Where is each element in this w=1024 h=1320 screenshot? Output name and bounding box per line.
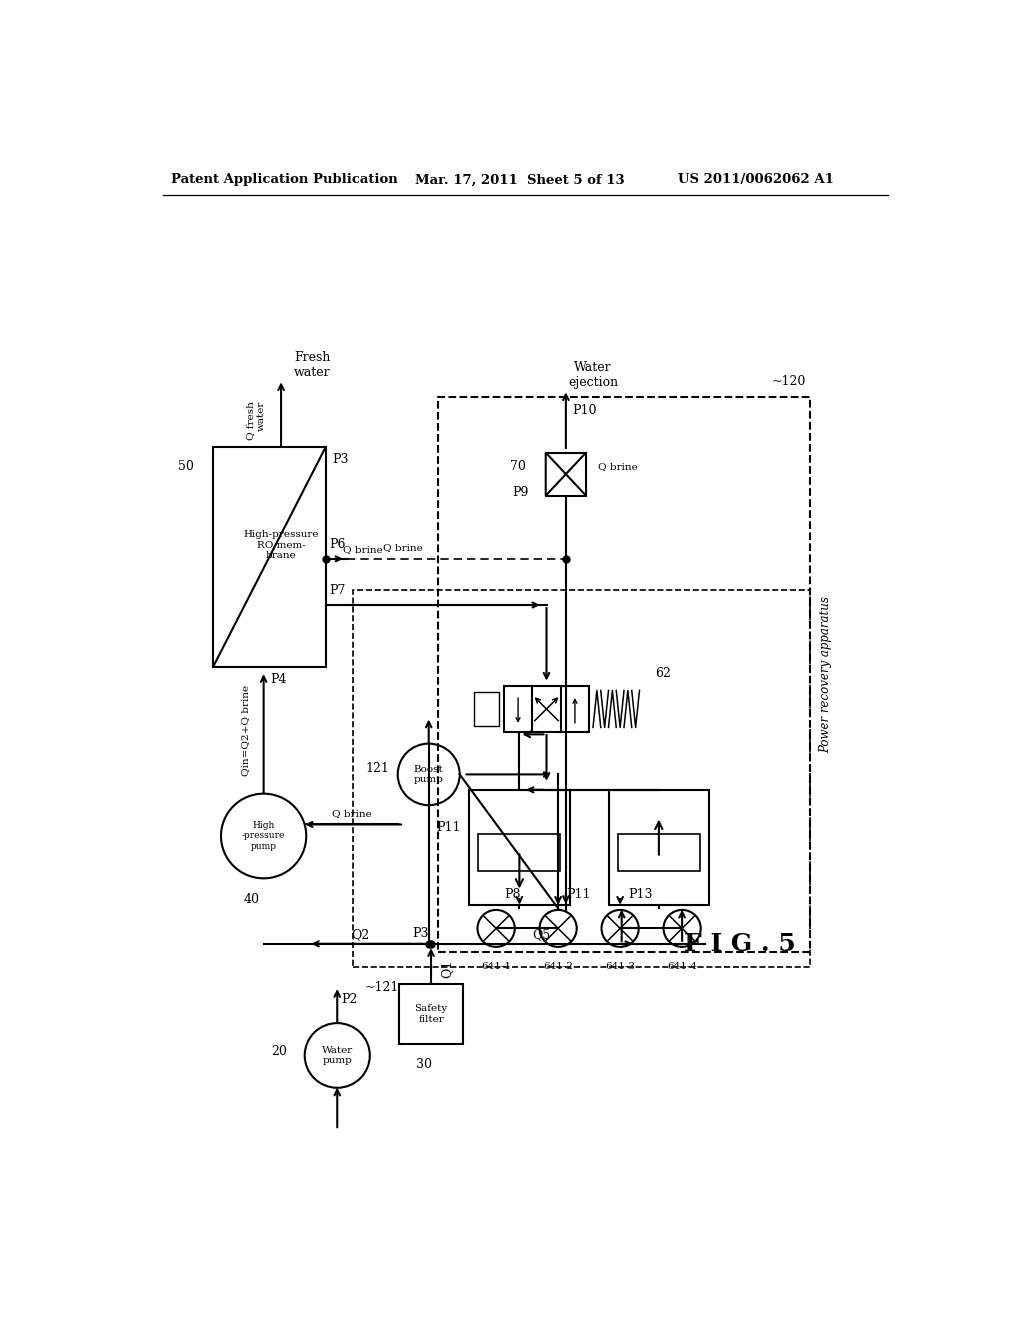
Text: Water
ejection: Water ejection (568, 362, 618, 389)
Text: 70: 70 (511, 459, 526, 473)
Bar (399, 983, 463, 1044)
Text: Q brine: Q brine (332, 809, 372, 818)
Text: P13: P13 (628, 887, 652, 900)
Text: US 2011/0062062 A1: US 2011/0062062 A1 (678, 173, 835, 186)
Text: Safety
filter: Safety filter (415, 1005, 447, 1023)
Text: ~121: ~121 (365, 981, 398, 994)
Text: P4: P4 (270, 673, 287, 686)
Text: P3: P3 (332, 453, 348, 466)
Bar (478, 834, 560, 871)
Bar (213, 447, 326, 667)
Bar (504, 686, 589, 733)
Text: F I G . 5: F I G . 5 (684, 932, 796, 956)
Text: 50: 50 (178, 459, 194, 473)
Text: 30: 30 (416, 1057, 431, 1071)
Text: Q brine: Q brine (343, 545, 383, 554)
Text: 641-3: 641-3 (605, 962, 635, 972)
Text: High-pressure
RO mem-
brane: High-pressure RO mem- brane (244, 531, 318, 560)
Text: Fresh
water: Fresh water (294, 351, 331, 379)
Text: Mar. 17, 2011  Sheet 5 of 13: Mar. 17, 2011 Sheet 5 of 13 (415, 173, 625, 186)
Text: P11: P11 (436, 821, 461, 834)
Text: 40: 40 (244, 894, 260, 907)
Text: Q brine: Q brine (383, 543, 423, 552)
Text: 121: 121 (366, 762, 389, 775)
Bar (617, 834, 700, 871)
Text: Q5: Q5 (532, 928, 551, 941)
Text: Q1: Q1 (440, 960, 454, 978)
Text: Q brine: Q brine (598, 462, 637, 471)
Text: 641-1: 641-1 (481, 962, 511, 972)
Text: ~120: ~120 (772, 375, 806, 388)
Text: Boost
pump: Boost pump (414, 764, 443, 784)
Text: 20: 20 (271, 1045, 287, 1059)
Text: 62: 62 (654, 667, 671, 680)
Bar (608, 789, 710, 906)
Text: Q2: Q2 (351, 928, 370, 941)
Text: Q fresh
water: Q fresh water (246, 401, 265, 440)
Text: Water
pump: Water pump (322, 1045, 353, 1065)
Text: 641-4: 641-4 (667, 962, 697, 972)
Bar (469, 789, 569, 906)
Text: P8: P8 (504, 887, 520, 900)
Text: Patent Application Publication: Patent Application Publication (171, 173, 397, 186)
Text: P6: P6 (330, 539, 346, 552)
Text: 641-2: 641-2 (543, 962, 573, 972)
Bar (474, 692, 500, 726)
Text: High
-pressure
pump: High -pressure pump (242, 821, 286, 851)
Text: P11: P11 (566, 887, 591, 900)
Text: Power recovery apparatus: Power recovery apparatus (819, 595, 833, 752)
Text: P9: P9 (512, 486, 528, 499)
Text: Qin=Q2+Q brine: Qin=Q2+Q brine (241, 685, 250, 776)
Text: P10: P10 (572, 404, 597, 417)
Text: P2: P2 (341, 993, 357, 1006)
Text: P7: P7 (330, 585, 346, 598)
Text: P3: P3 (413, 927, 429, 940)
